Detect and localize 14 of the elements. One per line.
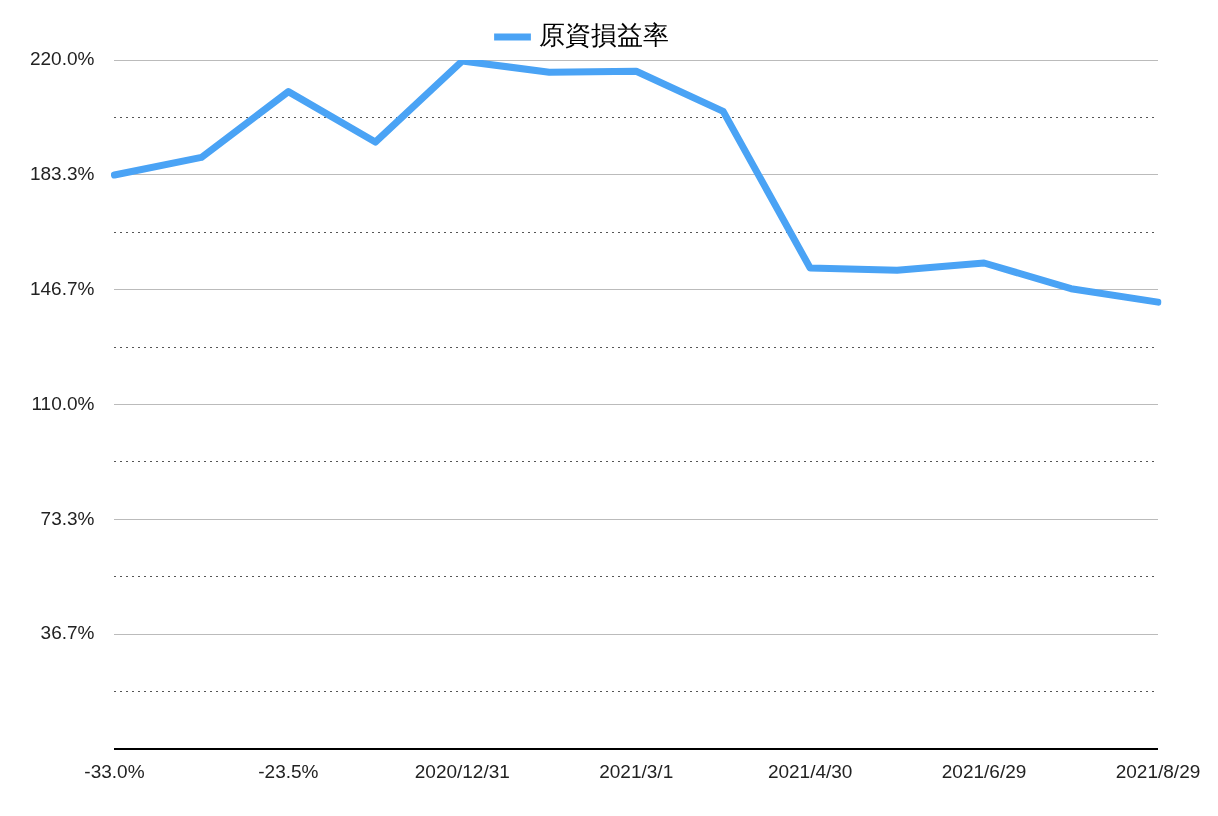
y-tick-label: 73.3% bbox=[40, 507, 95, 529]
y-tick-label: 36.7% bbox=[40, 622, 95, 644]
x-tick-label: 2021/6/29 bbox=[941, 760, 1027, 782]
x-tick-label: 2021/4/30 bbox=[767, 760, 853, 782]
x-tick-label: 2021/8/29 bbox=[1115, 760, 1201, 782]
legend-label: 原資損益率 bbox=[538, 19, 669, 50]
x-tick-label: 2021/3/1 bbox=[599, 760, 674, 782]
y-tick-label: 183.3% bbox=[29, 163, 95, 185]
x-tick-label: 2020/12/31 bbox=[414, 760, 510, 782]
x-tick-label: -33.0% bbox=[84, 760, 145, 782]
x-tick-label: -23.5% bbox=[258, 760, 319, 782]
y-tick-label: 220.0% bbox=[29, 48, 95, 70]
y-tick-label: 110.0% bbox=[31, 392, 95, 414]
y-tick-label: 146.7% bbox=[29, 277, 95, 299]
